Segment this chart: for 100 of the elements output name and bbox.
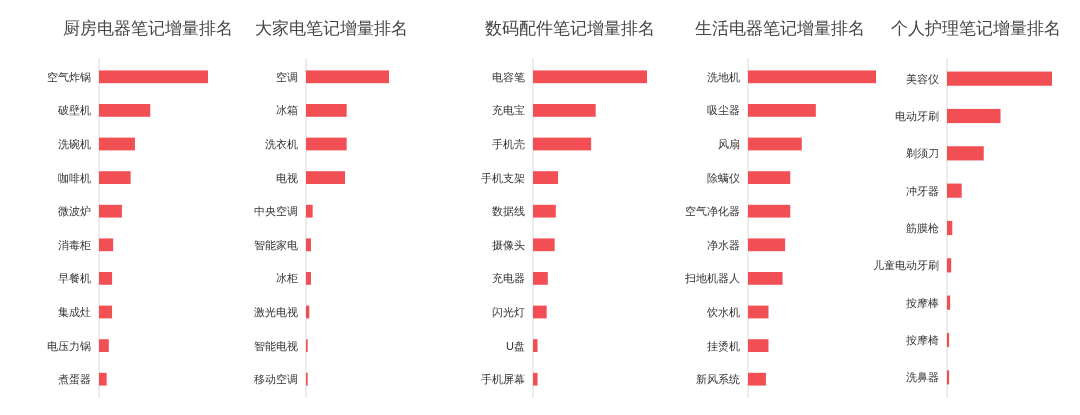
y-tick-label: 早餐机 [58, 272, 91, 285]
y-tick-label: 洗衣机 [265, 138, 298, 150]
y-tick-label: 数据线 [492, 205, 525, 218]
bar [748, 238, 786, 252]
bar [947, 183, 962, 198]
bar [99, 372, 107, 386]
bar [306, 204, 313, 218]
y-tick-label: 按摩椅 [906, 334, 939, 346]
bar [533, 171, 559, 184]
bar [748, 70, 876, 84]
bar [99, 238, 114, 252]
y-tick-label: 激光电视 [254, 306, 298, 318]
y-tick-label: 挂烫机 [707, 339, 740, 352]
bar [748, 339, 769, 352]
bar [99, 70, 208, 84]
y-tick-label: 按摩棒 [906, 296, 939, 309]
y-tick-label: 净水器 [707, 238, 740, 251]
bar [533, 272, 548, 285]
bar [99, 171, 131, 184]
y-tick-label: 手机壳 [492, 138, 525, 150]
y-tick-label: 空气净化器 [685, 205, 740, 218]
y-tick-label: 移动空调 [254, 373, 298, 386]
bar [748, 305, 769, 319]
y-tick-label: 电容笔 [492, 70, 525, 83]
y-tick-label: 微波炉 [58, 205, 91, 218]
y-tick-label: 风扇 [718, 138, 740, 150]
y-tick-label: 洗地机 [707, 70, 740, 83]
y-tick-label: 扫地机器人 [684, 272, 740, 285]
y-tick-label: 电视 [276, 171, 298, 184]
y-tick-label: 摄像头 [492, 238, 525, 251]
bar [533, 204, 556, 218]
bar [99, 305, 113, 319]
y-tick-label: 吸尘器 [707, 104, 740, 117]
y-tick-label: 电动牙刷 [895, 110, 939, 122]
bar [306, 70, 389, 84]
bar [947, 71, 1052, 86]
bar [533, 305, 547, 319]
y-tick-label: 剃须刀 [906, 147, 939, 160]
y-tick-label: 煮蛋器 [58, 373, 91, 386]
y-tick-label: 空调 [276, 70, 298, 83]
y-tick-label: 消毒柜 [58, 238, 91, 251]
y-tick-label: 洗碗机 [58, 138, 91, 150]
y-tick-label: 饮水机 [706, 306, 740, 318]
bar [533, 372, 538, 386]
bar [947, 332, 950, 348]
y-tick-label: 集成灶 [58, 306, 91, 318]
bar [947, 220, 953, 236]
y-tick-label: 咖啡机 [58, 171, 91, 184]
y-tick-label: 智能电视 [254, 339, 298, 352]
y-tick-label: 冰柜 [276, 272, 298, 285]
bar [748, 137, 802, 151]
chart-title: 生活电器笔记增量排名 [695, 19, 865, 38]
chart-title: 大家电笔记增量排名 [254, 19, 408, 38]
bar [947, 146, 984, 161]
y-tick-label: U盘 [506, 339, 525, 352]
y-tick-label: 冲牙器 [906, 184, 939, 197]
y-tick-label: 除螨仪 [707, 171, 740, 184]
bar [306, 171, 346, 184]
bar [947, 258, 952, 273]
y-tick-label: 空气炸锅 [47, 70, 91, 83]
bar [947, 370, 950, 385]
bar [99, 272, 113, 285]
bar [748, 272, 783, 285]
bar [748, 372, 766, 386]
y-tick-label: 充电宝 [492, 104, 525, 117]
y-tick-label: 充电器 [492, 272, 525, 285]
y-tick-label: 新风系统 [696, 373, 740, 386]
bar [306, 137, 347, 151]
bar [533, 339, 538, 352]
y-tick-label: 破壁机 [57, 104, 91, 117]
bar [533, 137, 592, 151]
bar [533, 238, 555, 252]
y-tick-label: 儿童电动牙刷 [873, 259, 939, 272]
y-tick-label: 中央空调 [254, 205, 298, 218]
y-tick-label: 手机屏幕 [481, 373, 525, 386]
bar [99, 339, 109, 352]
bar [748, 104, 816, 117]
y-tick-label: 洗鼻器 [906, 371, 939, 384]
y-tick-label: 美容仪 [906, 72, 939, 85]
y-tick-label: 电压力锅 [47, 339, 91, 352]
y-tick-label: 手机支架 [481, 171, 525, 184]
bar [947, 295, 951, 310]
bar [306, 272, 311, 285]
chart-title: 个人护理笔记增量排名 [891, 19, 1061, 38]
bar [748, 204, 791, 218]
y-tick-label: 智能家电 [254, 238, 298, 251]
bar [947, 108, 1001, 124]
y-tick-label: 冰箱 [276, 104, 298, 117]
bar [533, 104, 596, 117]
bar [99, 104, 151, 117]
y-tick-label: 闪光灯 [492, 306, 525, 318]
bar [306, 238, 311, 252]
bar [99, 204, 122, 218]
bar [306, 104, 347, 117]
chart-title: 数码配件笔记增量排名 [485, 19, 655, 38]
chart-title: 厨房电器笔记增量排名 [63, 19, 233, 38]
bar [99, 137, 135, 151]
bar [533, 70, 647, 84]
y-tick-label: 筋膜枪 [906, 222, 939, 234]
bar [748, 171, 791, 184]
